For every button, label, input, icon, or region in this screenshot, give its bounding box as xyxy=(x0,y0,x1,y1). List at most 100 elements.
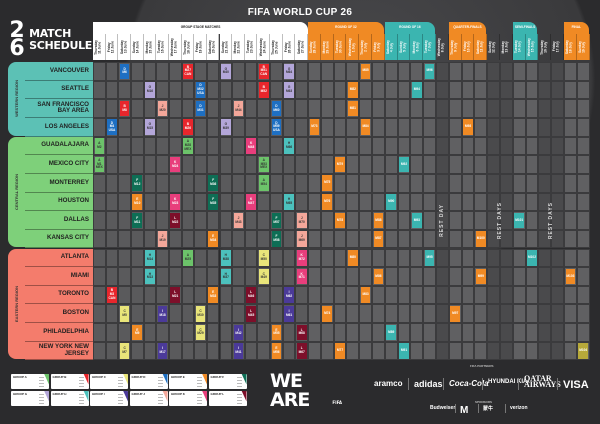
match-m54[interactable]: A M54 xyxy=(258,175,269,192)
match-m70[interactable]: J M70 xyxy=(296,212,307,229)
match-m36[interactable]: F M36 xyxy=(208,175,218,192)
match-m95[interactable]: M95 xyxy=(424,250,435,266)
match-m13[interactable]: H M13 xyxy=(145,268,155,285)
match-m42[interactable]: I M42 xyxy=(233,324,244,341)
match-m38[interactable]: H M38 xyxy=(221,250,231,266)
match-m35[interactable]: F M35 xyxy=(208,194,218,210)
match-m45[interactable]: L M45 xyxy=(246,305,256,322)
match-m31[interactable]: D M31 xyxy=(195,100,206,117)
match-m19[interactable]: J M19 xyxy=(157,231,168,247)
match-m16[interactable]: G M16 xyxy=(145,82,155,98)
match-m102[interactable]: M102 xyxy=(527,250,537,266)
match-m100[interactable]: M100 xyxy=(475,231,486,247)
match-m5[interactable]: C M5 xyxy=(119,305,130,322)
match-m15[interactable]: G M15 xyxy=(145,119,155,136)
match-m96[interactable]: M96 xyxy=(424,63,435,80)
match-m80[interactable]: M80 xyxy=(347,250,358,266)
match-m33[interactable]: E M33 xyxy=(208,287,218,303)
match-m86[interactable]: M86 xyxy=(373,268,384,285)
match-m89[interactable]: M89 xyxy=(386,324,397,341)
match-m10[interactable]: E M10 xyxy=(132,194,143,210)
match-m83[interactable]: M83 xyxy=(360,287,371,303)
match-m26[interactable]: B M26 xyxy=(183,119,193,136)
match-m67[interactable]: L M67 xyxy=(296,343,307,359)
match-m27[interactable]: B M27 CAN xyxy=(183,63,193,80)
match-m3[interactable]: B M3 CAN xyxy=(107,287,117,303)
match-m91[interactable]: M91 xyxy=(399,343,409,359)
match-m53[interactable]: A M53 MEX xyxy=(258,156,269,173)
match-m75[interactable]: M75 xyxy=(322,175,333,192)
match-m29[interactable]: C M29 xyxy=(195,324,206,341)
match-m104[interactable]: M104 xyxy=(578,343,589,359)
match-m74[interactable]: M74 xyxy=(322,305,333,322)
match-m47[interactable]: K M47 xyxy=(246,194,256,210)
match-m11[interactable]: F M11 xyxy=(132,212,143,229)
match-m12[interactable]: F M12 xyxy=(132,175,143,192)
match-m56[interactable]: E M56 xyxy=(271,343,282,359)
match-m69[interactable]: J M69 xyxy=(296,231,307,247)
match-m85[interactable]: M85 xyxy=(360,63,371,80)
match-m57[interactable]: F M57 xyxy=(271,212,282,229)
match-m77[interactable]: M77 xyxy=(335,343,345,359)
match-m82[interactable]: M82 xyxy=(347,82,358,98)
match-m58[interactable]: F M58 xyxy=(271,231,282,247)
match-m48[interactable]: K M48 xyxy=(246,138,256,154)
match-m23[interactable]: K M23 xyxy=(170,194,181,210)
match-m99[interactable]: M99 xyxy=(475,268,486,285)
match-m94[interactable]: M94 xyxy=(411,82,422,98)
match-m39[interactable]: G M39 xyxy=(221,119,231,136)
match-m71[interactable]: K M71 xyxy=(296,268,307,285)
match-m87[interactable]: M87 xyxy=(373,231,384,247)
match-m37[interactable]: H M37 xyxy=(221,268,231,285)
match-m44[interactable]: J M44 xyxy=(233,100,244,117)
match-m76[interactable]: M76 xyxy=(322,194,333,210)
match-m62[interactable]: I M62 xyxy=(284,287,294,303)
match-m81[interactable]: M81 xyxy=(347,100,358,117)
match-m93[interactable]: M93 xyxy=(411,212,422,229)
match-m28[interactable]: A M28 MEX xyxy=(183,138,193,154)
match-m4[interactable]: D M4 USA xyxy=(107,119,117,136)
match-m59[interactable]: D M59 USA xyxy=(271,119,282,136)
match-m51[interactable]: B M51 CAN xyxy=(258,63,269,80)
match-m61[interactable]: I M61 xyxy=(284,305,294,322)
match-m72[interactable]: K M72 xyxy=(296,250,307,266)
match-m52[interactable]: B M52 xyxy=(258,82,269,98)
match-m32[interactable]: D M32 USA xyxy=(195,82,206,98)
match-m6[interactable]: D M6 xyxy=(119,63,130,80)
match-m17[interactable]: I M17 xyxy=(157,343,168,359)
match-m41[interactable]: I M41 xyxy=(233,343,244,359)
match-m43[interactable]: J M43 xyxy=(233,212,244,229)
match-m7[interactable]: C M7 xyxy=(119,343,130,359)
match-m73[interactable]: M73 xyxy=(309,119,320,136)
match-m30[interactable]: C M30 xyxy=(195,305,206,322)
match-m98[interactable]: M98 xyxy=(463,119,473,136)
match-m63[interactable]: G M63 xyxy=(284,82,294,98)
match-m14[interactable]: H M14 xyxy=(145,250,155,266)
match-m40[interactable]: G M40 xyxy=(221,63,231,80)
match-m24[interactable]: K M24 xyxy=(170,156,181,173)
match-m66[interactable]: H M66 xyxy=(284,138,294,154)
match-m25[interactable]: A M25 xyxy=(183,250,193,266)
match-m64[interactable]: G M64 xyxy=(284,63,294,80)
match-m68[interactable]: L M68 xyxy=(296,324,307,341)
match-m46[interactable]: L M46 xyxy=(246,287,256,303)
match-m78[interactable]: M78 xyxy=(335,212,345,229)
match-m22[interactable]: L M22 xyxy=(170,212,181,229)
match-m79[interactable]: M79 xyxy=(335,156,345,173)
match-m90[interactable]: M90 xyxy=(386,194,397,210)
match-m101[interactable]: M101 xyxy=(514,212,525,229)
match-m34[interactable]: E M34 xyxy=(208,231,218,247)
match-m18[interactable]: I M18 xyxy=(157,305,168,322)
match-m55[interactable]: E M55 xyxy=(271,324,282,341)
match-m84[interactable]: M84 xyxy=(360,119,371,136)
match-m92[interactable]: M92 xyxy=(399,156,409,173)
match-m1[interactable]: A M1 MEX xyxy=(94,156,105,173)
match-m9[interactable]: E M9 xyxy=(132,324,143,341)
match-m97[interactable]: M97 xyxy=(450,305,461,322)
match-m49[interactable]: C M49 xyxy=(258,268,269,285)
match-m60[interactable]: D M60 xyxy=(271,100,282,117)
match-m50[interactable]: C M50 xyxy=(258,250,269,266)
match-m2[interactable]: A M2 xyxy=(94,138,105,154)
match-m103[interactable]: M103 xyxy=(565,268,576,285)
match-m65[interactable]: H M65 xyxy=(284,194,294,210)
